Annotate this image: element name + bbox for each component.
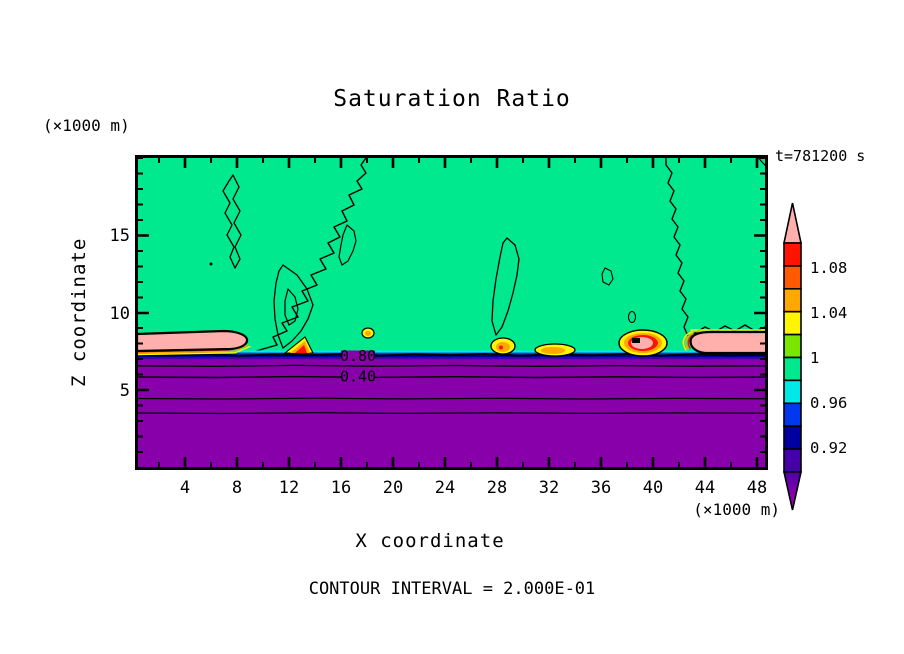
colorbar-label: 1.08 [810, 259, 847, 277]
plot-frame [135, 155, 768, 470]
colorbar-arrow-under [783, 471, 802, 511]
stratum-indigo [135, 357, 768, 360]
stratum-blue [135, 352, 768, 355]
colorbar-segment [783, 288, 802, 313]
contour-line [135, 364, 768, 367]
x-tick-label: 4 [179, 478, 191, 498]
x-tick-label: 40 [642, 478, 664, 498]
colorbar-labels: 1.08 1.04 1 0.96 0.92 [810, 259, 847, 457]
contour-line-interface [135, 352, 768, 357]
island-tiny [627, 310, 637, 324]
colorbar-segment [783, 402, 802, 428]
x-axis-title: X coordinate [355, 530, 505, 552]
colorbar-segment [783, 310, 802, 336]
x-axis-unit-label: (×1000 m) [693, 500, 780, 519]
contour-interval-note: CONTOUR INTERVAL = 2.000E-01 [308, 579, 596, 599]
colorbar-segment [783, 242, 802, 267]
colorbar-segment [783, 265, 802, 290]
x-tick-label: 48 [746, 478, 768, 498]
colorbar-label: 1 [810, 349, 819, 367]
time-annotation: t=781200 s [775, 147, 866, 165]
contour-label-080: 0.80 [340, 347, 376, 365]
colorbar-segment [783, 333, 802, 359]
colorbar: 1.08 1.04 1 0.96 0.92 [783, 202, 847, 511]
tip-orange [685, 332, 694, 350]
x-tick-label: 12 [278, 478, 300, 498]
band-pink [689, 330, 768, 355]
region-upper-left [135, 155, 369, 353]
x-major-ticks [183, 156, 759, 469]
contour-line [135, 412, 768, 415]
colorbar-label: 0.96 [810, 394, 847, 412]
x-tick-label: 24 [434, 478, 456, 498]
colorbar-segment [783, 356, 802, 382]
x-tick-label: 20 [382, 478, 404, 498]
colorbar-segment [783, 425, 802, 450]
island-small [338, 224, 357, 266]
spot-red [499, 345, 503, 350]
colorbar-arrow-over [783, 202, 802, 244]
pocket-mark [632, 338, 640, 343]
colorbar-label: 0.92 [810, 439, 847, 457]
notch-spring-wedge [222, 174, 242, 269]
stratum-navy [135, 355, 768, 358]
band-pink [135, 329, 249, 353]
colorbar-label: 1.04 [810, 304, 847, 322]
x-tick-label: 28 [486, 478, 508, 498]
plume-central [491, 237, 520, 336]
rim-yellow [137, 345, 251, 356]
rim-orange [137, 344, 249, 354]
x-tick-label: 32 [538, 478, 560, 498]
x-tick-label: 8 [231, 478, 243, 498]
notch-top-right [755, 155, 768, 169]
field-purple [135, 359, 768, 470]
colorbar-segment [783, 448, 802, 473]
y-tick-label: 15 [109, 226, 130, 246]
plume-hole [284, 288, 299, 326]
interface-strata [135, 350, 768, 470]
colorbar-segments [783, 242, 802, 473]
y-tick-label: 5 [119, 381, 130, 401]
island-tiny [601, 267, 614, 286]
label-knockout [341, 350, 375, 363]
x-tick-label: 44 [694, 478, 716, 498]
purple-contour-lines [135, 364, 768, 415]
spot-orange [541, 347, 565, 354]
spike-red [295, 345, 307, 353]
stratum-cyan [135, 350, 768, 353]
y-axis-unit-label: (×1000 m) [43, 116, 130, 135]
warm-spots [361, 327, 668, 357]
label-knockout [341, 371, 375, 384]
spot-orange [365, 331, 371, 336]
plume-left-center [273, 264, 314, 349]
contour-speck [209, 262, 213, 266]
x-minor-ticks [158, 156, 732, 469]
contour-plot: 0.80 0.40 [135, 155, 768, 470]
colorbar-segment [783, 379, 802, 405]
y-tick-label: 10 [109, 304, 130, 324]
pink-band-right [682, 329, 768, 355]
spot-orange [496, 342, 510, 352]
x-tick-label: 36 [590, 478, 612, 498]
pink-band-left [135, 329, 314, 356]
contour-labels: 0.80 0.40 [340, 347, 376, 386]
x-tick-label: 16 [330, 478, 352, 498]
page-title: Saturation Ratio [333, 86, 571, 112]
contour-line [135, 397, 768, 400]
y-major-ticks [136, 234, 767, 392]
contour-label-040: 0.40 [340, 367, 376, 385]
contour-line [135, 375, 768, 379]
axis-ticks [136, 156, 767, 469]
tip-yellow [682, 331, 693, 351]
